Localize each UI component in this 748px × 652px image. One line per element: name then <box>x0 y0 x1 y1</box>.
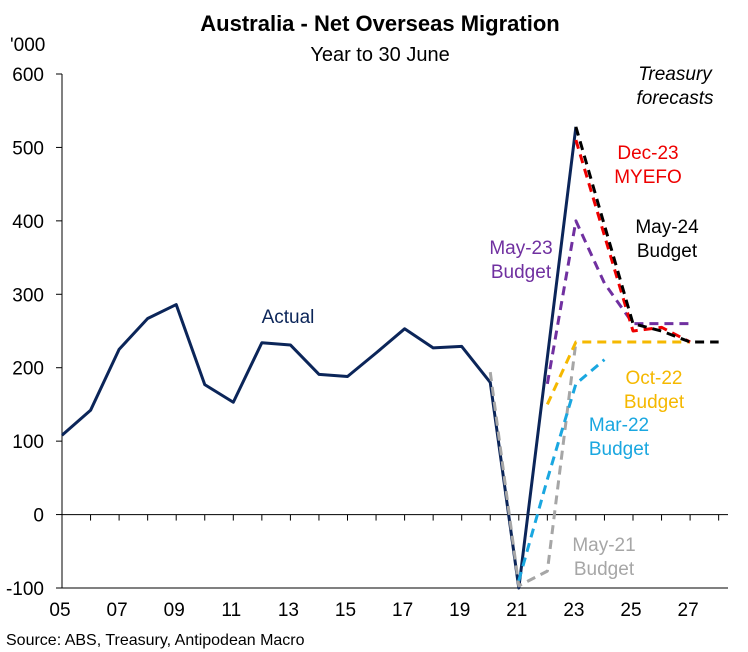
x-tick-label: 15 <box>335 600 356 621</box>
series-line-oct22 <box>545 340 691 406</box>
series-lines <box>61 126 719 590</box>
y-tick-label: 600 <box>12 65 44 86</box>
series-line-may24 <box>574 126 719 344</box>
x-tick-label: 07 <box>107 600 128 621</box>
series-line-may23 <box>545 219 691 385</box>
x-tick-labels: 05 07 09 11 13 15 17 19 21 23 25 27 <box>49 600 698 621</box>
y-tick-label: 100 <box>12 432 44 453</box>
annotation-oct22: Budget <box>624 392 685 413</box>
annotation-actual: Actual <box>262 307 315 328</box>
x-tick-label: 21 <box>506 600 527 621</box>
x-tick-label: 25 <box>620 600 641 621</box>
chart-subtitle: Year to 30 June <box>310 44 449 66</box>
y-tick-label: 400 <box>12 212 44 233</box>
annotation-may24: May-24 <box>635 217 699 238</box>
y-tick-labels: -100 0 100 200 300 400 500 600 <box>6 65 44 600</box>
annotation-mar22: Budget <box>589 439 650 460</box>
axes <box>56 73 728 589</box>
source-note: Source: ABS, Treasury, Antipodean Macro <box>6 632 305 649</box>
series-line-may21 <box>488 341 578 588</box>
series-line-mar22 <box>517 358 606 582</box>
annotation-oct22: Oct-22 <box>625 368 682 389</box>
annotation-may21: May-21 <box>572 535 635 556</box>
y-tick-label: 0 <box>33 506 44 527</box>
annotation-dec23: MYEFO <box>614 167 682 188</box>
x-tick-label: 17 <box>392 600 413 621</box>
annotation-may23: Budget <box>491 262 552 283</box>
x-tick-label: 13 <box>278 600 299 621</box>
annotation-mar22: Mar-22 <box>589 415 649 436</box>
y-tick-label: -100 <box>6 579 44 600</box>
x-tick-label: 27 <box>678 600 699 621</box>
chart-title: Australia - Net Overseas Migration <box>200 11 559 36</box>
series-line-dec23 <box>574 139 691 344</box>
y-axis-label: '000 <box>10 35 45 56</box>
annotation-may23: May-23 <box>489 238 552 259</box>
x-tick-label: 09 <box>164 600 185 621</box>
annotation-treasury: forecasts <box>636 88 714 109</box>
series-line-actual <box>61 126 578 590</box>
y-tick-label: 200 <box>12 359 44 380</box>
annotation-may24: Budget <box>637 241 698 262</box>
annotations: Actual May-23 Budget Dec-23 MYEFO May-24 Budge… <box>262 64 714 580</box>
y-tick-label: 300 <box>12 285 44 306</box>
x-tick-label: 05 <box>49 600 70 621</box>
x-tick-label: 19 <box>449 600 470 621</box>
annotation-treasury: Treasury <box>638 64 713 85</box>
annotation-dec23: Dec-23 <box>617 143 678 164</box>
x-tick-label: 23 <box>563 600 584 621</box>
x-tick-label: 11 <box>221 600 241 621</box>
annotation-may21: Budget <box>574 559 635 580</box>
y-tick-label: 500 <box>12 138 44 159</box>
